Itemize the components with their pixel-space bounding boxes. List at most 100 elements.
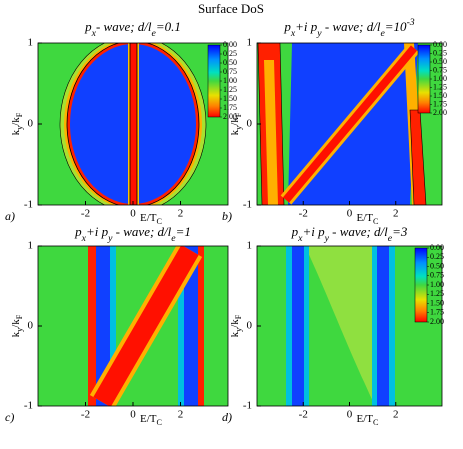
colorbar-tick-label: 0.00	[223, 40, 237, 49]
heatmap-a	[38, 43, 228, 205]
panel-title-part: +i p	[302, 224, 325, 239]
panel-label: d)	[222, 410, 232, 424]
colorbar-tick-label: 1.50	[430, 298, 444, 307]
panel-title-part: x	[290, 28, 296, 39]
x-axis-label-part: E/T	[140, 413, 157, 425]
colorbar-tick-label: 0.75	[430, 271, 444, 280]
panel-label: a)	[5, 209, 15, 223]
panel-title-part: p	[74, 224, 82, 239]
y-axis-label-part: y	[15, 125, 24, 130]
colorbar-tick-label: 2.00	[430, 317, 444, 326]
panel-title-part: y	[324, 233, 330, 244]
x-axis-label: E/TC	[140, 212, 163, 227]
y-tick-label: 1	[247, 240, 253, 252]
x-axis-label-part: E/T	[356, 212, 373, 224]
y-axis-label: ky/kF	[10, 112, 25, 135]
panel-title-part: p	[283, 19, 291, 34]
colorbar-tick-label: 1.75	[430, 308, 444, 317]
y-tick-label: 1	[247, 37, 253, 49]
y-tick-label: 1	[28, 240, 34, 252]
colorbar-tick-label: 1.00	[433, 74, 447, 83]
colorbar-tick-label: 1.25	[223, 85, 237, 94]
colorbar-tick-label: 1.50	[433, 91, 447, 100]
colorbar-tick-label: 0.25	[433, 48, 447, 57]
colorbar-tick-label: 0.00	[430, 243, 444, 252]
y-axis-label-part: y	[234, 327, 243, 332]
x-axis-label-part: E/T	[356, 413, 373, 425]
x-axis-label: E/TC	[140, 413, 163, 428]
y-axis-label: ky/kF	[229, 314, 244, 337]
colorbar-tick-label: 1.25	[430, 289, 444, 298]
x-axis-label-part: C	[156, 217, 162, 226]
x-axis-label-part: E/T	[140, 212, 157, 224]
x-tick-label: -2	[81, 409, 90, 421]
x-axis-label: E/TC	[356, 413, 379, 428]
y-axis-label-part: k	[229, 129, 241, 135]
y-tick-label: 1	[28, 37, 34, 49]
panel-title-part: p	[84, 19, 92, 34]
y-axis-label-part: y	[234, 125, 243, 130]
y-axis-label-part: F	[15, 112, 24, 117]
panel-title-part: x	[91, 28, 97, 39]
panel-title-part: =3	[392, 224, 408, 239]
y-tick-label: 0	[28, 118, 34, 130]
panel-title-part: x	[297, 233, 303, 244]
colorbar-tick-label: 1.25	[433, 82, 447, 91]
heatmap-b	[257, 43, 442, 205]
heatmap-c	[38, 246, 228, 406]
y-tick-label: -1	[243, 400, 252, 412]
y-axis-label: ky/kF	[229, 112, 244, 135]
y-axis-label-part: /k	[229, 117, 241, 126]
colorbar-tick-label: 1.00	[430, 280, 444, 289]
x-tick-label: 2	[393, 409, 399, 421]
colorbar-tick-label: 1.00	[223, 76, 237, 85]
panel-title-part: - wave; d/l	[112, 224, 171, 239]
panel-title-part: e	[380, 28, 385, 39]
y-tick-label: 0	[28, 320, 34, 332]
colorbar	[414, 247, 428, 323]
colorbar-tick-label: 0.25	[223, 49, 237, 58]
x-axis-label-part: C	[373, 217, 379, 226]
y-axis-label-part: F	[234, 112, 243, 117]
colorbar	[207, 44, 221, 118]
colorbar-tick-label: 0.25	[430, 252, 444, 261]
panel-title-part: y	[316, 28, 322, 39]
colorbar	[417, 44, 431, 114]
panel-title-part: =10	[385, 19, 407, 34]
panel-title-part: =0.1	[156, 19, 181, 34]
y-axis-label-part: F	[15, 314, 24, 319]
colorbar-tick-label: 1.75	[223, 103, 237, 112]
y-axis-label-part: k	[10, 129, 22, 135]
panel-title-part: e	[171, 233, 176, 244]
colorbar-tick-label: 0.00	[433, 40, 447, 49]
y-tick-label: 0	[247, 118, 253, 130]
y-axis-label-part: k	[10, 331, 22, 337]
colorbar-tick-label: 2.00	[433, 108, 447, 117]
y-axis-label-part: y	[15, 327, 24, 332]
colorbar-tick-label: 0.50	[430, 261, 444, 270]
heatmap-d	[257, 246, 442, 406]
colorbar-tick-label: 1.75	[433, 99, 447, 108]
x-tick-label: 2	[393, 208, 399, 220]
panel-title-part: x	[81, 233, 87, 244]
x-tick-label: -2	[81, 208, 90, 220]
figure-title: Surface DoS	[198, 1, 264, 16]
colorbar-tick-label: 0.75	[433, 65, 447, 74]
y-axis-label-part: /k	[10, 117, 22, 126]
panel-title-part: p	[291, 224, 299, 239]
y-axis-label-part: /k	[10, 319, 22, 328]
y-tick-label: -1	[24, 400, 33, 412]
panel-title-part: =1	[176, 224, 191, 239]
x-tick-label: -2	[299, 409, 308, 421]
y-axis-label-part: /k	[229, 319, 241, 328]
panel-title-part: e	[152, 28, 157, 39]
panel-title-part: e	[388, 233, 393, 244]
panel-label: c)	[5, 410, 14, 424]
x-tick-label: -2	[299, 208, 308, 220]
y-tick-label: -1	[24, 199, 33, 211]
x-tick-label: 0	[347, 208, 353, 220]
y-axis-label-part: F	[234, 314, 243, 319]
panel-title: px+i py - wave; d/le=10-3	[283, 17, 414, 39]
y-axis-label: ky/kF	[10, 314, 25, 337]
panel-title-part: - wave; d/l	[329, 224, 388, 239]
